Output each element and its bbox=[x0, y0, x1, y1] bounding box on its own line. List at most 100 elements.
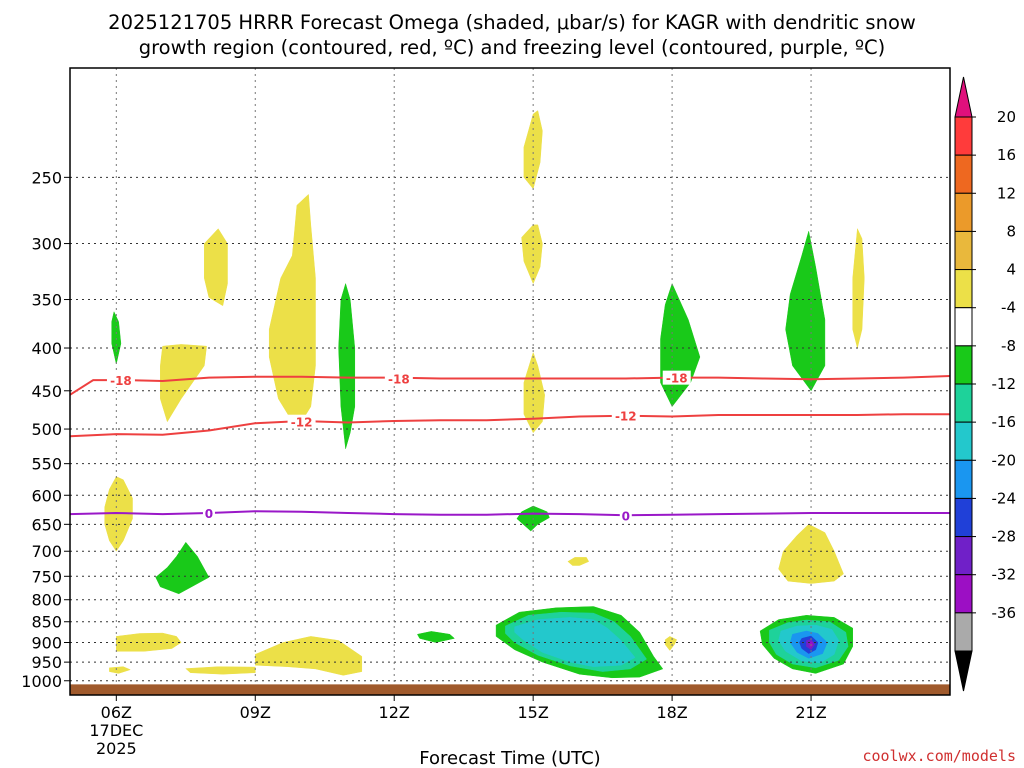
omega-area-9 bbox=[567, 557, 589, 566]
omega-area-8 bbox=[778, 524, 844, 584]
x-tick-label-18Z: 18Z bbox=[656, 703, 687, 722]
omega-area-14 bbox=[664, 636, 677, 651]
contour-label-bg-dgz-upper-0 bbox=[106, 373, 135, 388]
y-tick-label-350: 350 bbox=[31, 291, 62, 310]
omega-area-13 bbox=[109, 666, 131, 674]
x-tick-label-12Z: 12Z bbox=[379, 703, 410, 722]
omega-area-3 bbox=[204, 228, 228, 306]
omega-area-20 bbox=[155, 542, 210, 595]
contour-label-bg-dgz-upper-2 bbox=[662, 370, 691, 385]
colorbar-bin-1 bbox=[954, 154, 973, 194]
omega-area-21 bbox=[417, 631, 455, 643]
x-tick-label-06Z: 06Z bbox=[101, 703, 132, 722]
contour-dgz-lower bbox=[70, 413, 950, 438]
omega-area-1 bbox=[521, 224, 543, 284]
contour-label-bg-freezing-level-0 bbox=[202, 505, 215, 520]
temperature-contours bbox=[70, 375, 950, 517]
colorbar-bottom-arrow bbox=[954, 650, 973, 692]
contour-label-freezing-level-0: 0 bbox=[205, 507, 213, 521]
colorbar-label-11: -28 bbox=[992, 528, 1017, 546]
colorbar-label-6: -8 bbox=[1001, 337, 1016, 355]
colorbar-bin-0 bbox=[954, 116, 973, 156]
omega-area-6 bbox=[852, 228, 865, 349]
y-tick-label-950: 950 bbox=[31, 653, 62, 672]
omega-area-12 bbox=[185, 666, 256, 675]
contour-freezing-level bbox=[70, 510, 950, 517]
x-tick-label-09Z: 09Z bbox=[240, 703, 271, 722]
colorbar-bin-11 bbox=[954, 536, 973, 576]
contour-dgz-upper bbox=[70, 375, 950, 396]
x-axis-label: Forecast Time (UTC) bbox=[419, 748, 600, 768]
y-tick-label-250: 250 bbox=[31, 168, 62, 187]
credit-link[interactable]: coolwx.com/models bbox=[862, 747, 1016, 765]
omega-area-0 bbox=[523, 110, 543, 190]
x-tick-label-15Z: 15Z bbox=[517, 703, 548, 722]
colorbar-label-3: 8 bbox=[1006, 222, 1016, 240]
y-tick-label-800: 800 bbox=[31, 591, 62, 610]
contour-labels: -18 -18 -18 -12 -12 0 0 bbox=[106, 370, 691, 523]
colorbar-label-9: -20 bbox=[992, 451, 1017, 469]
contour-label-bg-dgz-upper-1 bbox=[384, 371, 413, 386]
omega-area-2 bbox=[523, 352, 545, 433]
colorbar-label-10: -24 bbox=[992, 489, 1017, 507]
x-tick-label-21Z: 21Z bbox=[795, 703, 826, 722]
y-tick-label-550: 550 bbox=[31, 455, 62, 474]
y-tick-label-600: 600 bbox=[31, 486, 62, 505]
colorbar-bin-8 bbox=[954, 421, 973, 461]
omega-area-11 bbox=[255, 636, 363, 676]
contour-label-bg-freezing-level-1 bbox=[619, 508, 632, 523]
contour-label-dgz-upper-1: -18 bbox=[388, 372, 410, 386]
colorbar-bin-12 bbox=[954, 574, 973, 614]
colorbar-bin-7 bbox=[954, 383, 973, 423]
y-tick-label-900: 900 bbox=[31, 633, 62, 652]
colorbar-label-0: 20 bbox=[997, 108, 1016, 126]
y-tick-label-750: 750 bbox=[31, 567, 62, 586]
contour-label-bg-dgz-lower-1 bbox=[611, 408, 640, 423]
colorbar-bin-4 bbox=[954, 269, 973, 309]
contour-label-freezing-level-1: 0 bbox=[622, 509, 630, 523]
plot-frame bbox=[69, 67, 951, 696]
x-tick-year: 2025 bbox=[96, 739, 137, 758]
contour-label-dgz-upper-2: -18 bbox=[666, 372, 688, 386]
colorbar-label-4: 4 bbox=[1006, 261, 1016, 279]
chart-title-line1: 2025121705 HRRR Forecast Omega (shaded, … bbox=[108, 11, 916, 34]
colorbar-label-7: -12 bbox=[992, 375, 1017, 393]
y-tick-label-300: 300 bbox=[31, 235, 62, 254]
colorbar-label-1: 16 bbox=[997, 146, 1016, 164]
colorbar-label-12: -32 bbox=[992, 566, 1017, 584]
colorbar-bin-3 bbox=[954, 230, 973, 271]
colorbar-bin-10 bbox=[954, 497, 973, 538]
contour-label-bg-dgz-lower-0 bbox=[287, 414, 316, 429]
colorbar-label-5: -4 bbox=[1001, 299, 1016, 317]
chart-title-line2: growth region (contoured, red, ºC) and f… bbox=[139, 36, 886, 59]
colorbar-bin-9 bbox=[954, 459, 973, 499]
y-tick-label-700: 700 bbox=[31, 542, 62, 561]
colorbar-label-2: 12 bbox=[997, 184, 1016, 202]
y-tick-label-850: 850 bbox=[31, 613, 62, 632]
contour-label-dgz-lower-0: -12 bbox=[291, 416, 313, 430]
contour-label-dgz-lower-1: -12 bbox=[615, 410, 637, 424]
y-tick-label-500: 500 bbox=[31, 420, 62, 439]
terrain-fill bbox=[70, 684, 950, 695]
terrain-rect bbox=[70, 684, 950, 695]
omega-area-4 bbox=[160, 344, 207, 422]
omega-area-16 bbox=[338, 283, 356, 450]
x-tick-date: 17DEC bbox=[89, 721, 143, 740]
contour-label-dgz-upper-0: -18 bbox=[110, 374, 132, 388]
pressure-axis: 2503003504004505005506006507007508008509… bbox=[21, 168, 70, 691]
colorbar-label-8: -16 bbox=[992, 413, 1017, 431]
y-tick-label-450: 450 bbox=[31, 382, 62, 401]
y-tick-label-1000: 1000 bbox=[21, 672, 62, 691]
colorbar-bin-5 bbox=[954, 307, 973, 347]
colorbar-bin-2 bbox=[954, 192, 973, 232]
y-tick-label-400: 400 bbox=[31, 339, 62, 358]
colorbar-bin-6 bbox=[954, 345, 973, 385]
colorbar-label-13: -36 bbox=[992, 604, 1017, 622]
omega-shading bbox=[104, 110, 865, 679]
grid-lines bbox=[70, 68, 950, 685]
colorbar: 20 16 12 8 4 -4 -8 -12 -16 -20 -24 -28 -32 -36 bbox=[954, 76, 1017, 692]
colorbar-bin-13 bbox=[954, 612, 973, 652]
